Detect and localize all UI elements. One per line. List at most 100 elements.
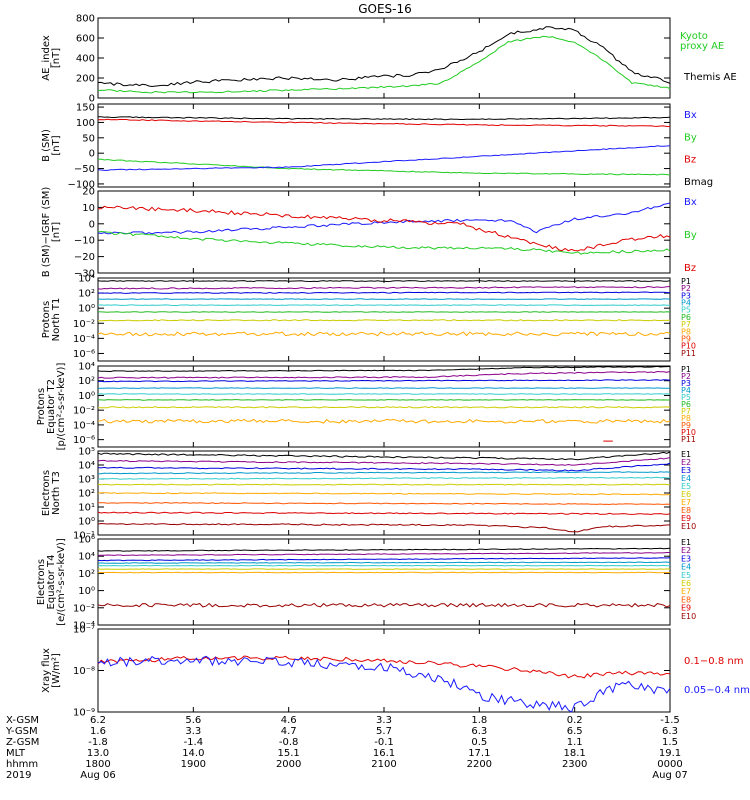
ephemeris-row-label: 2019 [6,770,31,781]
ephemeris-value: 15.1 [278,748,300,759]
y-tick-label: 10⁻⁸ [73,666,95,677]
y-tick-label: −50 [74,164,95,175]
y-axis-label: Protons [41,301,52,338]
ephemeris-value: Aug 07 [652,770,687,781]
y-tick-label: 10⁻² [73,319,95,330]
series-line-e7 [97,571,671,574]
legend-entry: E10 [681,522,696,531]
series-line-p6 [97,399,670,401]
legend-entry: E6 [681,490,691,499]
ephemeris-value: 1.1 [567,737,583,748]
y-tick-label: 10⁻⁷ [73,625,95,636]
series-line-e1 [97,451,671,461]
series-line-p5 [97,393,671,395]
series-line-p6 [97,311,671,313]
y-axis-label: Equator T2 [46,379,57,434]
ephemeris-value: 2100 [371,759,396,770]
series-line-e8 [97,501,671,506]
series-line-p5 [97,304,671,307]
y-tick-label: 10⁴ [78,461,95,472]
legend-entry: E4 [681,563,691,572]
legend-entry: E8 [681,506,691,515]
legend-entry: P6 [681,400,691,409]
ephemeris-row-label: Z-GSM [6,737,39,748]
ephemeris-value: 6.3 [662,726,678,737]
series-line-p7 [98,319,671,322]
y-tick-label: 10¹ [78,503,95,514]
ephemeris-value: 1800 [85,759,110,770]
y-tick-label: 10² [78,376,95,387]
legend-entry: E3 [681,554,691,563]
y-tick-label: 10⁻⁴ [73,334,95,345]
legend-entry: E5 [681,571,691,580]
ephemeris-value: 0.2 [567,715,583,726]
y-tick-label: 10⁵ [78,447,95,458]
ephemeris-value: 4.7 [281,726,297,737]
y-tick-label: 10⁴ [78,274,95,285]
legend-entry: E1 [681,538,691,547]
panel-frame [97,538,671,626]
ephemeris-value: -0.8 [279,737,299,748]
legend-entry: 0.1−0.8 nm [684,656,743,667]
y-tick-label: 10⁻² [73,603,95,614]
ephemeris-value: 1.5 [662,737,678,748]
ephemeris-value: 3.3 [376,715,392,726]
panel-xray: 10⁻⁹ 10⁻⁸ 10⁻⁷ Xray flux [W/m²] 0.1−0.8 nm 0.0… [41,625,750,719]
ephemeris-value: 5.7 [376,726,392,737]
legend-entry: Bx [684,110,697,121]
y-tick-label: 10⁻⁴ [73,621,95,632]
y-tick-label: −100 [68,179,95,190]
legend-entry: Bx [684,197,697,208]
legend-entry: P6 [681,313,691,322]
legend-entry: P7 [681,320,691,329]
series-line-e6 [97,568,671,570]
series-line-p8 [97,331,671,337]
legend-entry: E10 [681,612,696,621]
series-line-e5 [97,476,670,480]
ephemeris-row-label: MLT [6,748,26,759]
ephemeris-value: 6.2 [90,715,106,726]
legend-entry: P10 [681,428,696,437]
chart-title: GOES-16 [358,2,412,16]
y-tick-label: 10⁰ [78,391,95,402]
y-tick-label: −10 [74,236,95,247]
legend-entry: E1 [681,450,691,459]
legend-entry: proxy AE [680,41,724,52]
legend-entry: P8 [681,327,691,336]
legend-entry: P10 [681,342,696,351]
series-line-e10 [97,602,671,608]
legend-entry: P5 [681,393,691,402]
ephemeris-value: 16.1 [373,748,395,759]
ephemeris-value: 2200 [467,759,492,770]
legend-entry: By [684,132,697,143]
series-line-bz [98,205,671,252]
series-line-p4 [97,298,671,300]
panel-p_t2: 10⁻⁶ 10⁻⁴ 10⁻² 10⁰ 10² 10⁴ Protons Equator T2 [p… [36,362,696,451]
ephemeris-value: 2000 [276,759,301,770]
y-tick-label: 10³ [78,475,95,486]
y-axis-label: Equator T4 [46,555,57,610]
y-axis-label: [e/(cm²-s-sr-keV)] [56,538,67,626]
y-tick-label: 10⁻⁴ [73,420,95,431]
series-line-p1 [97,365,671,373]
y-tick-label: 10⁻² [73,406,95,417]
y-tick-label: 10² [78,569,95,580]
y-tick-label: 0 [89,94,95,105]
legend-entry: P3 [681,291,691,300]
y-tick-label: 10⁻⁶ [73,349,95,360]
y-axis-label: North T3 [51,471,62,515]
ephemeris-value: Aug 06 [80,770,115,781]
legend-entry: E9 [681,604,691,613]
series-line-p3 [98,379,671,383]
y-tick-label: 10⁻¹ [73,531,95,542]
y-tick-label: 10⁰ [78,304,95,315]
series-line-e3 [97,557,671,562]
series-line-bx [97,202,671,235]
y-tick-label: 150 [76,103,95,114]
y-tick-label: −30 [74,269,95,280]
legend-entry: Themis AE [683,72,737,83]
ephemeris-value: -1.4 [184,737,204,748]
legend-entry: E7 [681,498,691,507]
ephemeris-value: 1900 [181,759,206,770]
